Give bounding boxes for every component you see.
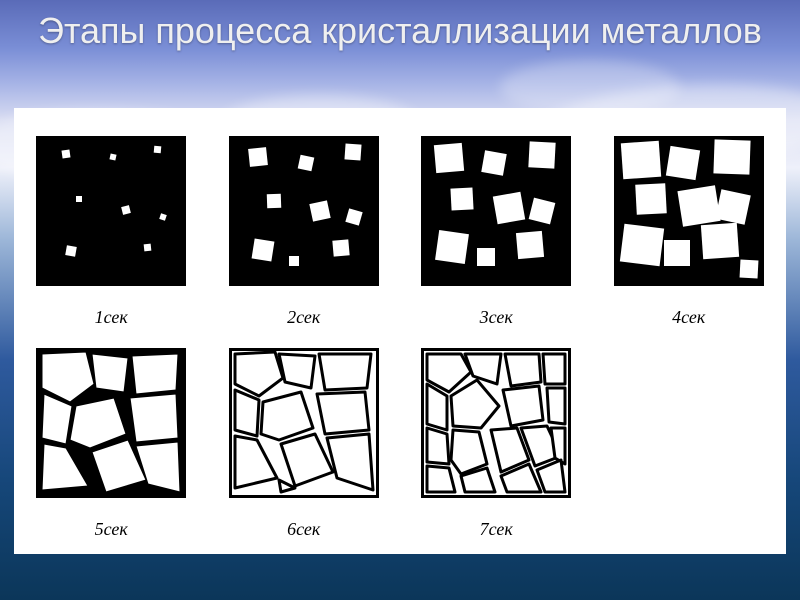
stage-6-cell — [229, 348, 379, 498]
stage-3-cell — [421, 136, 571, 286]
stage-3-label: 3сек — [417, 307, 576, 328]
stage-2-label: 2сек — [225, 307, 384, 328]
stage-5-cell — [36, 348, 186, 498]
stage-1-label: 1сек — [32, 307, 191, 328]
stage-5-label: 5сек — [32, 519, 191, 540]
slide-title: Этапы процесса кристаллизации металлов — [0, 10, 800, 51]
slide: Этапы процесса кристаллизации металлов 1… — [0, 0, 800, 600]
stage-7-cell — [421, 348, 571, 498]
stage-1-cell — [36, 136, 186, 286]
cloud-decor — [500, 60, 680, 115]
stage-7-label: 7сек — [417, 519, 576, 540]
stage-2-cell — [229, 136, 379, 286]
diagram-panel: 1сек 2сек 3сек 4сек 5сек 6сек 7сек — [14, 108, 786, 554]
stage-4-label: 4сек — [610, 307, 769, 328]
diagram-grid: 1сек 2сек 3сек 4сек 5сек 6сек 7сек — [32, 120, 768, 540]
stage-6-label: 6сек — [225, 519, 384, 540]
stage-4-cell — [614, 136, 764, 286]
